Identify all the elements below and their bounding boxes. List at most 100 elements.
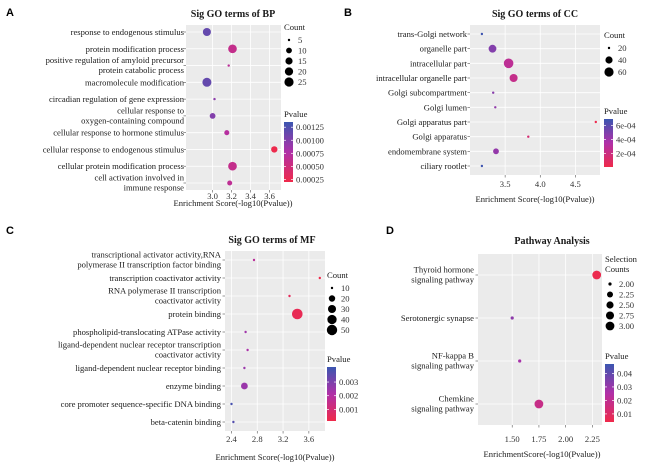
term-label-line: Serotonergic synapse	[401, 313, 474, 323]
color-legend-bar	[284, 122, 293, 182]
term-label-line: trans-Golgi network	[398, 29, 468, 39]
data-point	[252, 258, 256, 262]
size-legend-dot	[327, 314, 337, 325]
size-legend-label: 25	[298, 77, 307, 87]
data-point	[202, 27, 211, 37]
term-label-line: ligand-dependent nuclear receptor transc…	[58, 340, 222, 350]
size-legend-dot	[604, 67, 614, 77]
size-legend-label: 40	[341, 315, 350, 325]
size-legend-dot	[605, 311, 615, 320]
x-tick-label: 3.5	[500, 179, 511, 189]
size-legend-label: 50	[341, 325, 350, 335]
term-label-line: positive regulation of amyloid precursor	[46, 55, 185, 65]
plot-area	[225, 251, 325, 431]
size-legend-dot	[330, 286, 334, 290]
term-label: Serotonergic synapse	[401, 313, 474, 323]
term-label: Chemkine signaling pathway	[411, 394, 474, 414]
term-label: response to endogenous stimulus	[71, 27, 185, 37]
size-legend-dot	[287, 38, 291, 42]
size-legend-dot	[327, 304, 337, 314]
term-label: Golgi lumen	[424, 102, 468, 112]
term-labels: transcriptional activator activity,RNA po…	[58, 250, 225, 427]
x-tick-label: 4.0	[535, 179, 546, 189]
color-legend: 6e-04 4e-04 2e-04	[604, 119, 636, 167]
term-label-line: transcriptional activator activity,RNA	[91, 250, 221, 260]
gridlines	[225, 251, 325, 431]
gridlines	[478, 254, 602, 425]
size-legend-dot	[605, 56, 613, 64]
size-legend-title-line: Counts	[605, 264, 630, 274]
panel-letter-d: D	[386, 225, 394, 237]
term-label-line: NF-kappa B	[432, 351, 475, 361]
size-legend-label: 60	[618, 67, 627, 77]
data-point	[244, 330, 247, 334]
color-legend-label: 6e-04	[616, 120, 636, 130]
term-label: ligand-dependent nuclear receptor transc…	[58, 340, 222, 360]
x-tick-label: 2.8	[252, 434, 263, 444]
term-label-line: cellular response to endogenous stimulus	[43, 144, 185, 154]
color-legend: 0.00125 0.00100 0.00075 0.00050 0.00025	[284, 122, 324, 184]
x-tick-label: 3.6	[264, 191, 275, 201]
data-points	[230, 258, 321, 424]
data-point	[503, 58, 514, 69]
term-label: positive regulation of amyloid precursor…	[46, 55, 185, 75]
panel-b: B Sig GO terms of CC trans-Golgi network…	[344, 7, 636, 204]
data-point	[246, 348, 249, 352]
panel-letter-a: A	[6, 7, 14, 19]
term-label: ciliary rootlet	[420, 161, 467, 171]
x-tick-labels: 1.50 1.75 2.00 2.25	[505, 425, 600, 444]
x-tick-label: 3.4	[245, 191, 256, 201]
size-legend-dot	[606, 301, 614, 309]
data-points	[202, 27, 278, 186]
term-label-line: intracellular organelle part	[376, 73, 468, 83]
panel-letter-c: C	[6, 225, 14, 237]
term-label-line: transcription coactivator activity	[109, 273, 221, 283]
panel-a: A Sig GO terms of BP response to endogen…	[6, 7, 324, 208]
term-label-line: Thyroid hormone	[414, 265, 475, 275]
term-label-line: protein modification process	[86, 44, 185, 54]
panel-c: C Sig GO terms of MF transcriptional act…	[6, 225, 358, 462]
data-point	[494, 106, 497, 109]
color-legend-label: 0.03	[617, 382, 632, 392]
term-label-line: organelle part	[420, 44, 468, 54]
size-legend-dot	[286, 47, 292, 54]
plot-area	[478, 254, 602, 425]
term-label: RNA polymerase II transcription coactivat…	[108, 286, 222, 306]
data-point	[480, 32, 484, 36]
color-legend-label: 0.00025	[296, 174, 324, 184]
term-label: Golgi apparatus	[412, 132, 467, 142]
term-label-line: cellular response to hormone stimulus	[53, 128, 184, 138]
term-label: Golgi subcompartment	[388, 88, 468, 98]
color-legend-bar	[604, 119, 613, 167]
data-point	[492, 91, 495, 94]
data-point	[509, 73, 518, 83]
size-legend-dot	[608, 282, 612, 286]
color-legend-label: 0.01	[617, 409, 632, 419]
term-label-line: polymerase II transcription factor bindi…	[77, 260, 221, 270]
term-label-line: response to endogenous stimulus	[71, 27, 185, 37]
term-label: circadian regulation of gene expression	[49, 94, 185, 104]
size-legend-dot	[326, 324, 338, 336]
data-point	[271, 146, 278, 153]
data-point	[227, 64, 230, 67]
color-legend-label: 0.00125	[296, 122, 324, 132]
size-legend-label: 40	[618, 55, 627, 65]
data-point	[527, 135, 530, 138]
term-label: cell activation involved in immune respon…	[95, 173, 185, 193]
x-tick-label: 2.4	[226, 434, 237, 444]
x-tick-label: 1.50	[505, 434, 520, 444]
data-point	[292, 308, 303, 320]
term-label: macromolecule modification	[85, 77, 185, 87]
term-label-line: signaling pathway	[411, 275, 474, 285]
data-point	[213, 97, 216, 101]
term-label: Thyroid hormone signaling pathway	[411, 265, 474, 285]
gridlines	[186, 25, 281, 190]
size-legend-label: 20	[341, 294, 350, 304]
term-label: protein modification process	[86, 44, 185, 54]
term-label: cellular response to hormone stimulus	[53, 128, 184, 138]
size-legend-title: Selection Counts	[605, 254, 639, 274]
color-legend-label: 0.00100	[296, 135, 324, 145]
